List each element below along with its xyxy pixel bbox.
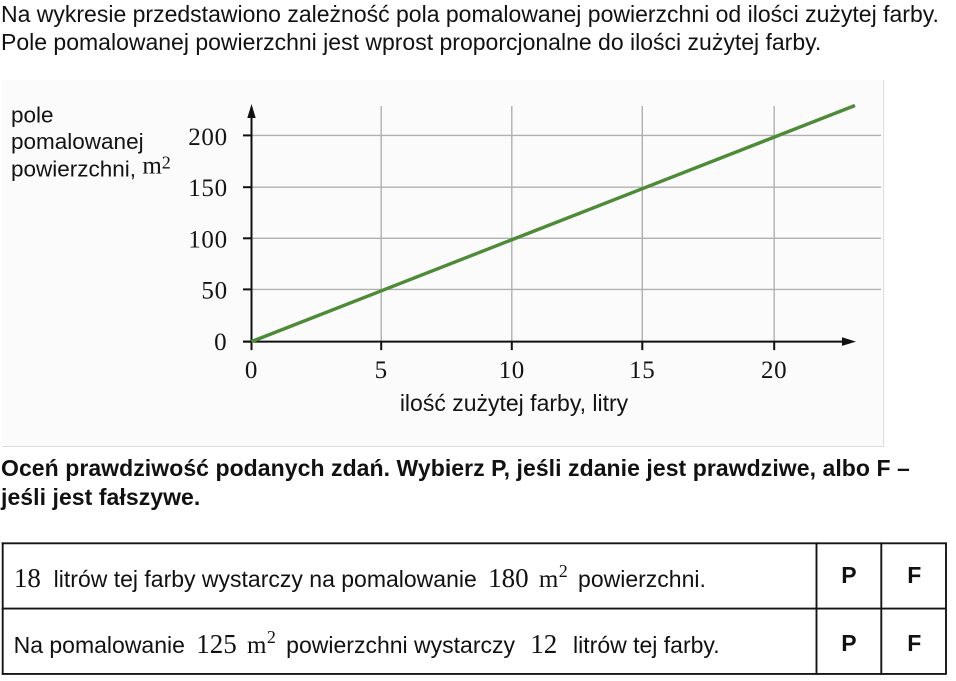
svg-text:ilość zużytej farby, litry: ilość zużytej farby, litry bbox=[400, 390, 629, 416]
svg-text:0: 0 bbox=[245, 357, 258, 384]
svg-text:0: 0 bbox=[214, 329, 227, 356]
svg-text:powierzchni, m2: powierzchni, m2 bbox=[11, 152, 171, 181]
svg-text:5: 5 bbox=[375, 357, 388, 384]
svg-text:200: 200 bbox=[188, 124, 228, 151]
svg-text:50: 50 bbox=[201, 278, 227, 305]
svg-text:pomalowanej: pomalowanej bbox=[11, 129, 144, 154]
svg-text:10: 10 bbox=[499, 357, 525, 384]
svg-text:100: 100 bbox=[188, 226, 228, 253]
svg-text:pole: pole bbox=[11, 103, 54, 128]
svg-text:150: 150 bbox=[188, 175, 228, 202]
svg-text:20: 20 bbox=[761, 357, 787, 384]
svg-text:15: 15 bbox=[629, 357, 655, 384]
